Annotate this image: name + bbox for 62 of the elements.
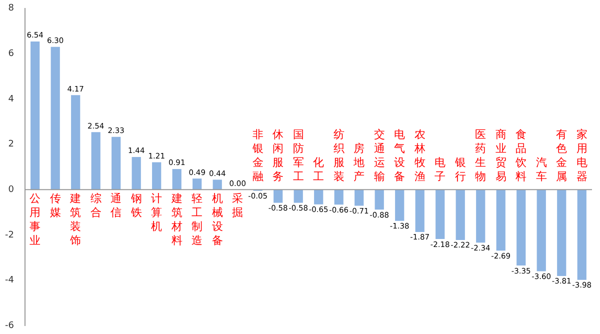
y-tick-label: 0	[8, 185, 14, 195]
x-tick-label: 有色金属	[556, 128, 568, 184]
x-tick-label: 医药生物	[475, 128, 486, 184]
x-tick-label: 通信	[110, 192, 122, 220]
x-tick-label: 房地产	[352, 142, 365, 184]
bar	[476, 190, 486, 243]
x-tick-label: 轻工制造	[192, 192, 203, 248]
x-tick-label: 传媒	[50, 192, 61, 220]
x-tick-label: 化工	[313, 156, 324, 184]
y-tick-label: 8	[8, 4, 14, 14]
x-tick-label: 汽车	[536, 156, 547, 184]
bar	[395, 190, 404, 221]
bar	[91, 132, 100, 190]
bar	[212, 180, 222, 190]
bar	[436, 190, 445, 240]
bar	[274, 190, 283, 203]
x-tick-label: 电子	[434, 156, 446, 184]
bar	[50, 46, 60, 190]
x-tick-label: 休闲服务	[272, 128, 284, 184]
bar	[71, 95, 80, 190]
y-tick-label: 4	[8, 94, 14, 104]
x-tick-label: 计算机	[151, 192, 162, 234]
bar	[172, 169, 182, 190]
bar	[30, 41, 40, 190]
x-tick-label: 食品饮料	[514, 128, 527, 184]
bar	[415, 190, 424, 232]
x-tick-label: 农林牧渔	[413, 128, 426, 184]
x-tick-label: 综合	[90, 192, 102, 220]
x-tick-label: 机械设备	[212, 192, 223, 248]
y-tick-label: -4	[4, 276, 14, 286]
bar	[557, 190, 566, 276]
bar	[577, 190, 586, 280]
bar	[516, 190, 526, 266]
x-tick-label: 公用事业	[30, 192, 41, 248]
x-tick-label: 家用电器	[576, 128, 588, 184]
bar	[536, 190, 546, 272]
bar	[314, 190, 324, 204]
x-tick-label: 建筑装饰	[69, 192, 82, 248]
bar	[456, 190, 465, 240]
y-tick-label: 2	[8, 140, 14, 150]
x-tick-label: 电气设备	[394, 128, 406, 184]
y-tick-label: -2	[4, 230, 14, 240]
x-tick-label: 商业贸易	[495, 128, 506, 184]
x-tick-label: 银行	[454, 156, 466, 184]
x-tick-label: 建筑材料	[170, 192, 182, 248]
x-tick-label: 非银金融	[251, 128, 264, 184]
x-tick-label: 交通运输	[374, 128, 385, 184]
bar	[354, 190, 364, 206]
bar	[132, 157, 141, 190]
bar	[152, 162, 162, 190]
bar	[294, 190, 303, 203]
bar	[374, 190, 384, 210]
bar	[192, 178, 202, 190]
x-tick-label: 钢铁	[130, 192, 142, 220]
bar	[334, 190, 344, 205]
y-tick-label: 6	[8, 49, 14, 60]
x-tick-label: 纺织服装	[333, 128, 344, 184]
x-tick-label: 采掘	[232, 192, 244, 220]
bar	[112, 136, 121, 190]
bar	[496, 190, 506, 251]
x-tick-label: 国防军工	[292, 128, 304, 184]
y-tick-label: -6	[4, 320, 14, 331]
